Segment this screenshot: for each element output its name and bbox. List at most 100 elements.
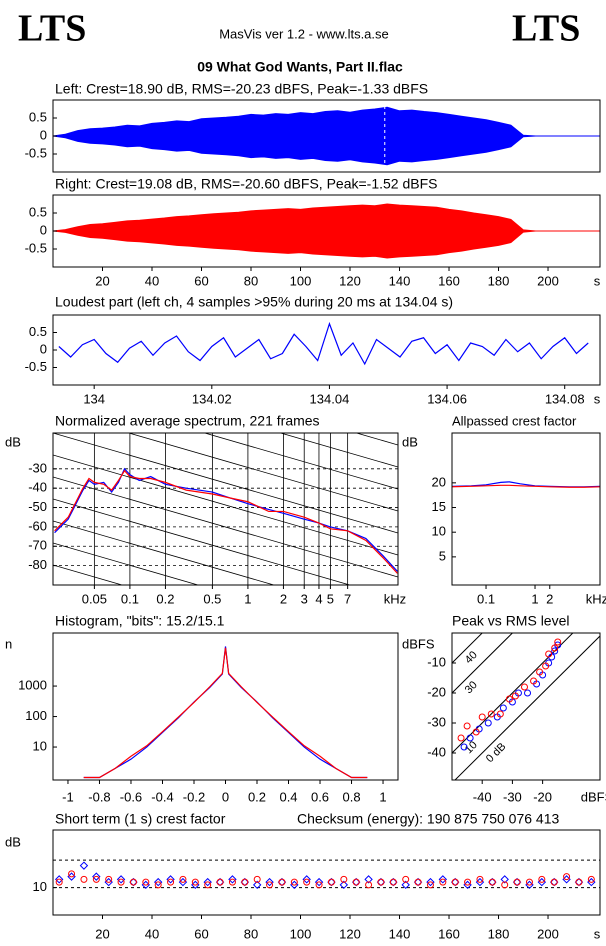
reference-slope [53, 476, 398, 578]
y-tick-label: -50 [28, 499, 47, 514]
point [545, 650, 553, 658]
y-tick-label: 0.5 [29, 109, 47, 124]
point [314, 877, 324, 887]
logo: LTS [18, 8, 86, 50]
plot-frame [52, 829, 601, 916]
point [364, 875, 373, 884]
series-line [83, 647, 368, 779]
point [216, 878, 224, 886]
y-tick-label: 15 [432, 499, 446, 514]
x-tick-label: -20 [533, 789, 552, 804]
y-tick-label: 5 [439, 548, 446, 563]
y-tick-label: -40 [427, 744, 446, 759]
chart-title: Right: Crest=19.08 dB, RMS=-20.60 dBFS, … [55, 176, 437, 192]
plot-area [452, 481, 600, 488]
point [167, 878, 175, 886]
y-axis-label: dBFS [402, 636, 435, 651]
point [117, 878, 125, 886]
point [203, 877, 212, 887]
point [463, 722, 471, 730]
point [377, 878, 385, 886]
point [179, 875, 187, 883]
x-tick-label: -1 [62, 789, 74, 804]
reference-slope [53, 653, 398, 753]
y-tick-label: -80 [28, 557, 47, 572]
y-tick-label: 0.5 [29, 324, 47, 339]
y-tick-label: 10 [33, 738, 47, 753]
chart-title: Histogram, "bits": 15.2/15.1 [55, 613, 225, 629]
point [538, 875, 546, 883]
point [484, 719, 492, 727]
point [228, 878, 236, 886]
x-tick-label: -40 [473, 789, 492, 804]
point [476, 875, 484, 883]
point [389, 878, 397, 886]
x-tick-label: 0.2 [248, 789, 266, 804]
x-tick-label: -0.8 [88, 789, 110, 804]
crest-label: 40 [463, 649, 480, 666]
point [536, 668, 544, 676]
y-axis-label: dB [5, 834, 21, 849]
point [290, 878, 298, 886]
point [266, 881, 274, 889]
y-axis-label: dB [5, 434, 21, 449]
x-axis-label: kHz [586, 591, 606, 606]
x-tick-label: 140 [389, 926, 411, 941]
point [500, 875, 509, 884]
point [303, 878, 311, 886]
point [92, 872, 101, 881]
point [352, 878, 360, 886]
point [513, 878, 521, 886]
chart-title: Loudest part (left ch, 4 samples >95% du… [55, 294, 453, 310]
point [554, 638, 562, 646]
series-line [54, 469, 398, 574]
reference-slope [53, 520, 276, 585]
plot-frame [52, 194, 601, 268]
point [457, 734, 465, 742]
point [365, 881, 373, 889]
plot-frame [451, 432, 601, 586]
crest-line [452, 633, 514, 694]
annotation: Checksum (energy): 190 875 750 076 413 [297, 811, 559, 827]
point [587, 875, 595, 883]
x-tick-label: 1 [531, 591, 538, 606]
chart-title: Normalized average spectrum, 221 frames [55, 413, 320, 429]
y-tick-label: 10 [432, 524, 446, 539]
reference-slope [127, 433, 398, 512]
y-axis-label: n [5, 636, 12, 651]
version: MasVis ver 1.2 - www.lts.a.se [219, 26, 389, 41]
point [339, 880, 349, 890]
point [438, 875, 448, 884]
point [79, 861, 89, 870]
point [530, 677, 538, 685]
crest-label: 10 [463, 739, 480, 756]
x-tick-label: 0.2 [156, 591, 174, 606]
x-tick-label: 180 [488, 926, 510, 941]
y-tick-label: -10 [427, 654, 446, 669]
x-tick-label: 134 [83, 391, 105, 406]
x-tick-label: 180 [488, 273, 510, 288]
x-tick-label: 5 [327, 591, 334, 606]
point [466, 734, 474, 742]
point [524, 689, 532, 697]
x-tick-label: 0.4 [279, 789, 297, 804]
reference-slope [53, 631, 398, 731]
point [315, 881, 323, 889]
y-tick-label: 0 [40, 341, 47, 356]
point [92, 875, 100, 883]
x-tick-label: 60 [194, 926, 208, 941]
x-tick-label: 100 [290, 273, 312, 288]
point [265, 877, 274, 887]
crest-label: 30 [463, 679, 480, 696]
point [105, 875, 113, 883]
x-tick-label: 4 [315, 591, 322, 606]
plot-frame [52, 314, 601, 386]
x-tick-label: -0.2 [183, 789, 205, 804]
x-axis-label: s [594, 391, 601, 406]
x-tick-label: 0.5 [203, 591, 221, 606]
x-tick-label: 3 [301, 591, 308, 606]
point [401, 880, 410, 890]
y-tick-label: 0 [40, 222, 47, 237]
y-tick-label: -30 [427, 714, 446, 729]
